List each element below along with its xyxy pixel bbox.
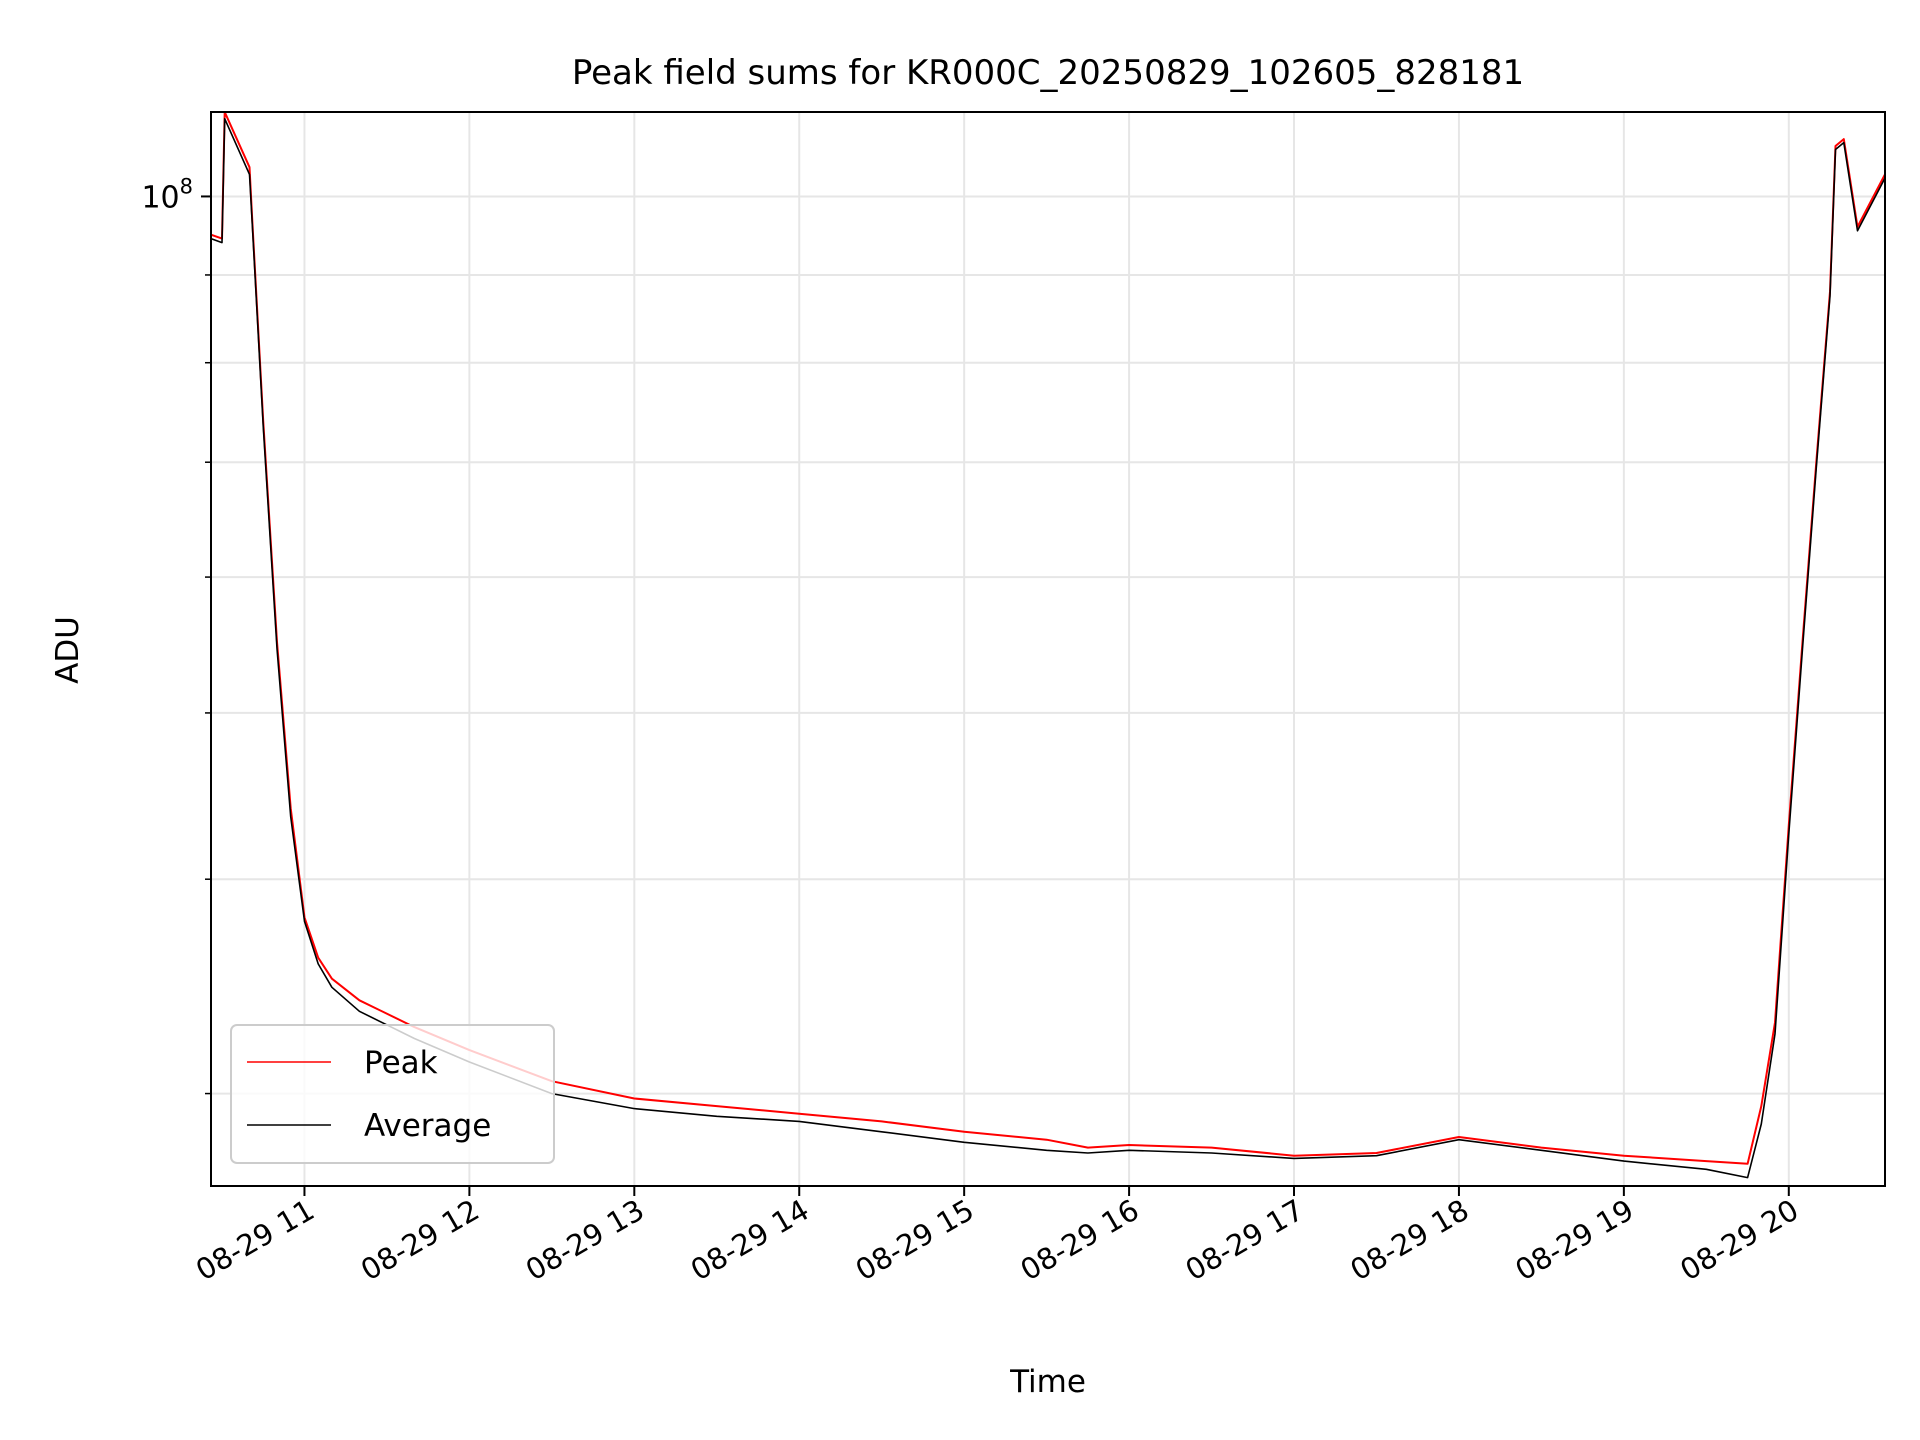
x-axis-label: Time bbox=[1009, 1364, 1086, 1400]
series-layer bbox=[211, 112, 1885, 1179]
legend-box bbox=[230, 1024, 555, 1164]
legend: Peak Average bbox=[230, 1024, 555, 1164]
grid bbox=[211, 112, 1885, 1186]
chart-title: Peak field sums for KR000C_20250829_1026… bbox=[572, 53, 1524, 93]
y-axis-label: ADU bbox=[50, 616, 86, 684]
legend-label-peak: Peak bbox=[364, 1045, 438, 1081]
series-line-average bbox=[211, 117, 1885, 1179]
y-axis: 108 bbox=[141, 174, 211, 1095]
legend-label-average: Average bbox=[364, 1108, 491, 1144]
y-tick-label: 108 bbox=[141, 174, 193, 215]
plot-frame bbox=[210, 111, 1886, 1187]
